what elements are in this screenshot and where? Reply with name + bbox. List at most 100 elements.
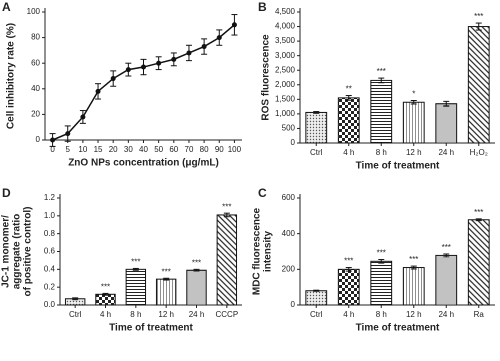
significance: * — [412, 90, 415, 99]
y-tick-label: 0.6 — [44, 247, 56, 256]
y-tick-label: 0.0 — [44, 300, 56, 309]
bar — [337, 268, 360, 306]
data-point — [171, 56, 177, 62]
y-axis-title: ROS fluorescence — [261, 34, 272, 121]
bar — [467, 26, 490, 144]
data-point — [80, 114, 86, 120]
x-tick-label: 8 h — [376, 148, 387, 157]
significance: *** — [474, 208, 483, 217]
panel-label: B — [258, 0, 267, 14]
y-tick-label: 2,000 — [275, 80, 296, 89]
data-point — [50, 137, 56, 143]
x-tick-label: Ctrl — [69, 310, 82, 319]
significance: *** — [474, 12, 483, 21]
significance: *** — [377, 249, 386, 258]
x-axis-title: Time of treatment — [356, 323, 440, 334]
y-axis-title: intensity — [263, 231, 274, 273]
x-tick-label: 24 h — [438, 148, 454, 157]
panel-label: C — [258, 186, 267, 200]
error-bar — [163, 277, 170, 281]
x-tick-label: 4 h — [343, 310, 354, 319]
x-tick-label: 0 — [50, 145, 55, 154]
y-axis-title: aggregate (ratio — [12, 214, 23, 290]
error-bar — [193, 268, 200, 272]
bar — [370, 260, 393, 306]
bar — [435, 103, 458, 144]
x-tick-label: 70 — [185, 145, 194, 154]
x-tick-label: 8 h — [376, 310, 387, 319]
bar — [155, 278, 177, 306]
panel-label: D — [2, 186, 11, 200]
bar — [370, 79, 393, 144]
x-tick-label: Ctrl — [310, 148, 323, 157]
bar — [125, 268, 147, 306]
y-tick-label: 20 — [31, 110, 40, 119]
error-bar — [410, 99, 417, 105]
y-tick-label: 2,500 — [275, 65, 296, 74]
bar — [95, 293, 116, 306]
data-point — [186, 50, 192, 56]
x-tick-label: H₂O₂ — [470, 148, 488, 157]
y-tick-label: 3,000 — [275, 51, 296, 60]
y-tick-label: 0 — [291, 138, 296, 147]
x-tick-label: 30 — [124, 145, 133, 154]
y-tick-label: 3,500 — [275, 36, 296, 45]
data-point — [156, 60, 162, 66]
bar — [305, 290, 328, 306]
y-tick-label: 1.2 — [44, 193, 56, 202]
error-bar — [475, 22, 482, 31]
error-bar — [102, 292, 109, 296]
bar — [402, 267, 425, 306]
y-tick-label: 500 — [282, 124, 296, 133]
y-axis-title: of positive control) — [23, 207, 34, 297]
data-point — [216, 35, 222, 41]
significance: *** — [442, 243, 451, 252]
panel-label: A — [2, 0, 11, 14]
x-tick-label: 20 — [109, 145, 118, 154]
bar — [216, 214, 238, 306]
x-tick-label: 15 — [94, 145, 103, 154]
error-bar — [345, 95, 352, 101]
x-tick-label: 24 h — [189, 310, 205, 319]
x-tick-label: 10 — [78, 145, 87, 154]
significance: *** — [222, 202, 231, 211]
x-tick-label: 4 h — [343, 148, 354, 157]
y-tick-label: 0 — [36, 135, 41, 144]
x-tick-label: 40 — [139, 145, 148, 154]
x-tick-label: Ra — [474, 310, 485, 319]
bar — [305, 111, 328, 144]
y-tick-label: 4,500 — [275, 7, 296, 16]
significance: *** — [409, 255, 418, 264]
y-tick-label: 0.8 — [44, 229, 56, 238]
y-axis-title: Cell inhibitory rate (%) — [6, 23, 17, 129]
x-tick-label: 60 — [169, 145, 178, 154]
data-point — [110, 76, 116, 82]
y-tick-label: 60 — [31, 58, 40, 67]
error-bar — [378, 77, 385, 84]
data-point — [125, 67, 131, 73]
y-tick-label: 1.0 — [44, 211, 56, 220]
y-axis-title: JC-1 monomer/ — [1, 215, 12, 288]
y-tick-label: 200 — [282, 264, 296, 273]
bar — [467, 219, 490, 306]
error-bar — [443, 100, 450, 107]
error-bar — [72, 297, 79, 301]
x-tick-label: 4 h — [100, 310, 111, 319]
x-tick-label: 8 h — [130, 310, 141, 319]
x-tick-label: 80 — [200, 145, 209, 154]
y-tick-label: 100 — [27, 7, 41, 16]
y-tick-label: 0.2 — [44, 282, 56, 291]
x-tick-label: 50 — [154, 145, 163, 154]
x-tick-label: 5 — [66, 145, 71, 154]
y-tick-label: 4,000 — [275, 22, 296, 31]
x-tick-label: 12 h — [158, 310, 174, 319]
error-bar — [313, 289, 320, 292]
data-point — [65, 131, 71, 137]
significance: *** — [161, 267, 170, 276]
bar — [337, 97, 360, 144]
data-point — [231, 22, 237, 28]
data-line — [52, 24, 235, 141]
x-axis-title: Time of treatment — [109, 323, 193, 334]
significance: *** — [344, 257, 353, 266]
